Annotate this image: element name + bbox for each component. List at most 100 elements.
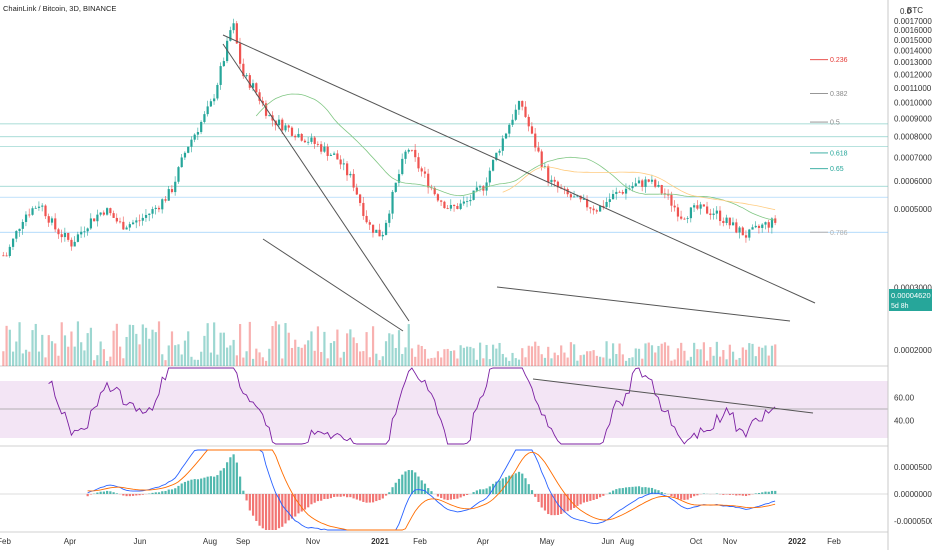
price-tick-label: 0.0008000 <box>894 133 932 142</box>
macd-histogram-bar <box>436 494 440 497</box>
macd-histogram-bar <box>368 494 371 503</box>
candle-body <box>582 199 585 200</box>
volume-bar <box>67 346 70 366</box>
candle-body <box>86 228 89 232</box>
macd-histogram-bar <box>686 494 689 500</box>
candle-body <box>281 119 284 131</box>
macd-histogram-bar <box>333 494 336 497</box>
macd-histogram-bar <box>239 476 242 494</box>
volume-bar <box>414 356 417 366</box>
volume-bar <box>540 354 543 366</box>
candle-body <box>50 218 54 223</box>
candle-body <box>673 205 676 208</box>
candle-body <box>261 100 264 104</box>
candle-body <box>770 218 774 228</box>
candle-body <box>31 208 34 215</box>
volume-bar <box>99 341 102 366</box>
rsi-trendline[interactable] <box>532 378 814 414</box>
macd-histogram-bar <box>498 480 501 494</box>
trendline-lower[interactable] <box>496 286 791 322</box>
candle-body <box>605 201 608 207</box>
macd-histogram-bar <box>135 494 138 496</box>
macd-histogram-bar <box>462 494 465 497</box>
candle-body <box>611 193 615 200</box>
candle-body <box>346 163 349 176</box>
time-tick-label: May <box>539 537 554 546</box>
macd-histogram-bar <box>527 484 530 494</box>
macd-histogram-bar <box>573 494 576 508</box>
volume-bar <box>388 333 391 366</box>
volume-bar <box>76 321 80 366</box>
volume-bar <box>488 359 491 366</box>
volume-bar <box>553 352 556 366</box>
macd-histogram-bar <box>174 488 177 494</box>
volume-bar <box>599 356 602 366</box>
macd-histogram-bar <box>553 494 556 516</box>
trendline-channel-bottom[interactable] <box>262 238 404 332</box>
macd-histogram-bar <box>371 494 375 503</box>
volume-bar <box>712 355 715 366</box>
volume-bar <box>491 344 495 366</box>
volume-bar <box>333 341 336 366</box>
volume-bar <box>427 358 430 366</box>
candle-body <box>573 196 576 198</box>
volume-bar <box>751 343 754 366</box>
candle-body <box>456 206 459 209</box>
volume-bar <box>495 348 498 366</box>
candle-body <box>699 204 702 209</box>
macd-histogram-bar <box>608 492 611 494</box>
candle-body <box>709 213 712 215</box>
volume-bar <box>631 357 634 366</box>
candle-body <box>738 227 741 233</box>
macd-histogram-bar <box>131 494 135 496</box>
volume-bar <box>63 335 67 366</box>
macd-histogram-bar <box>466 494 469 496</box>
candle-body <box>423 171 427 174</box>
volume-bar <box>2 351 5 366</box>
candle-body <box>339 159 342 165</box>
macd-histogram-bar <box>530 490 534 494</box>
candle-body <box>748 229 751 238</box>
macd-histogram-bar <box>310 494 313 505</box>
macd-histogram-bar <box>563 494 566 513</box>
trendline-upper[interactable] <box>222 34 816 304</box>
macd-histogram-bar <box>229 457 232 494</box>
macd-histogram-bar <box>99 491 102 494</box>
candle-body <box>446 208 449 209</box>
candle-body <box>586 199 589 208</box>
macd-signal-line <box>87 449 776 531</box>
volume-bar <box>608 358 611 366</box>
candle-body <box>170 189 174 193</box>
macd-histogram-bar <box>336 494 339 497</box>
volume-bar <box>359 351 362 366</box>
candle-body <box>167 189 170 201</box>
candle-body <box>534 133 537 148</box>
volume-bar <box>183 340 187 366</box>
volume-bar <box>154 332 157 366</box>
volume-bar <box>767 355 770 366</box>
trendline-channel-top[interactable] <box>222 43 410 322</box>
volume-bar <box>355 343 358 366</box>
macd-histogram-bar <box>495 481 498 494</box>
volume-bar <box>394 347 397 366</box>
volume-bar <box>70 331 73 366</box>
macd-histogram-bar <box>177 485 180 494</box>
candle-body <box>15 231 18 239</box>
candle-body <box>355 187 358 195</box>
volume-bar <box>754 356 757 366</box>
candle-body <box>550 179 553 183</box>
volume-bar <box>446 348 449 366</box>
volume-bar <box>566 357 569 366</box>
macd-histogram-bar <box>449 494 453 500</box>
volume-bar <box>18 322 21 366</box>
volume-bar <box>628 358 631 366</box>
candle-body <box>689 207 693 219</box>
last-price-tag[interactable]: 0.00004620 5d 8h <box>889 289 932 311</box>
candle-body <box>654 179 657 187</box>
candles <box>2 18 777 258</box>
volume-bar <box>618 343 621 366</box>
macd-histogram-bar <box>102 491 105 494</box>
volume-bar <box>258 352 261 366</box>
macd-histogram-bar <box>170 489 174 494</box>
macd-tick-label: 0.0000000 <box>894 490 932 499</box>
